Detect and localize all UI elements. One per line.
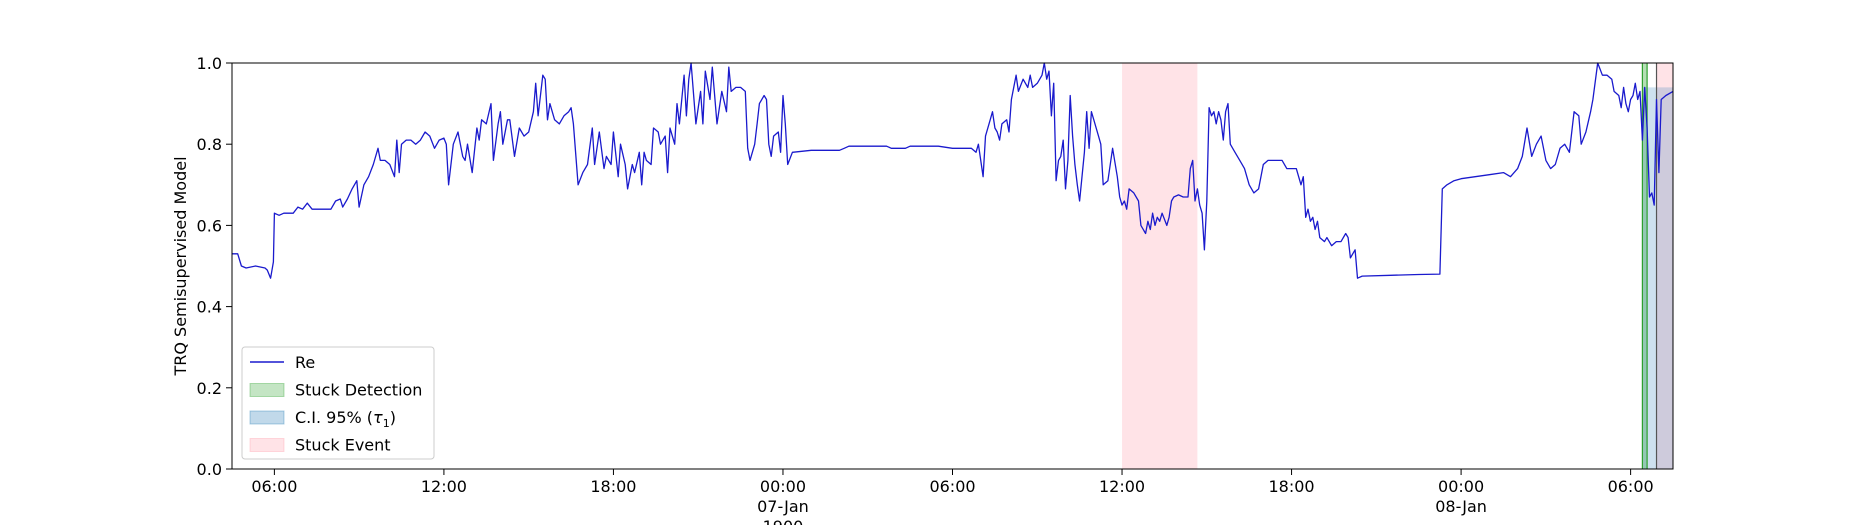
x-tick-label: 06:00 bbox=[251, 477, 297, 496]
y-axis: 0.0 0.2 0.4 0.6 0.8 1.0 bbox=[197, 54, 232, 479]
legend-label: Stuck Detection bbox=[295, 381, 422, 400]
legend-item-ci: C.I. 95% (τ1) bbox=[249, 408, 396, 430]
y-tick-label: 1.0 bbox=[197, 54, 222, 73]
legend-item-line: Re bbox=[250, 353, 315, 372]
shaded-region-stuck-event-0 bbox=[1122, 63, 1198, 469]
legend-swatch bbox=[249, 383, 285, 397]
y-tick-label: 0.2 bbox=[197, 379, 222, 398]
legend-item-stuck-event: Stuck Event bbox=[249, 436, 391, 455]
x-tick-label: 18:00 bbox=[1269, 477, 1315, 496]
legend-swatch bbox=[249, 410, 285, 425]
y-tick-label: 0.6 bbox=[197, 216, 222, 235]
series-line-re bbox=[232, 62, 1674, 279]
legend-box bbox=[241, 346, 435, 460]
x-tick-label: 06:00 bbox=[929, 477, 975, 496]
y-axis-label: TRQ Semisupervised Model bbox=[171, 156, 190, 376]
legend-entries: Re Stuck Detection C.I. 95% (τ1) Stuck Even… bbox=[249, 353, 422, 455]
shaded-region-stuck-event-1 bbox=[1656, 63, 1673, 469]
legend-label: C.I. 95% (τ1) bbox=[295, 408, 396, 430]
x-tick-label: 06:00 bbox=[1608, 477, 1654, 496]
x-tick-label: 12:00 bbox=[1099, 477, 1145, 496]
legend-item-stuck-detection: Stuck Detection bbox=[249, 381, 422, 400]
legend: Re Stuck Detection C.I. 95% (τ1) Stuck Even… bbox=[241, 346, 435, 460]
legend-label: Re bbox=[295, 353, 315, 372]
y-tick-label: 0.8 bbox=[197, 135, 222, 154]
y-tick-label: 0.0 bbox=[197, 460, 222, 479]
legend-swatch bbox=[249, 438, 285, 452]
shaded-region-stuck-detection-2 bbox=[1642, 63, 1648, 469]
x-tick-label: 12:00 bbox=[421, 477, 467, 496]
x-tick-label: 00:00 08-Jan bbox=[1435, 477, 1487, 516]
series-layer bbox=[232, 62, 1674, 279]
y-tick-label: 0.4 bbox=[197, 298, 222, 317]
x-tick-label: 18:00 bbox=[590, 477, 636, 496]
legend-label: Stuck Event bbox=[295, 436, 391, 455]
